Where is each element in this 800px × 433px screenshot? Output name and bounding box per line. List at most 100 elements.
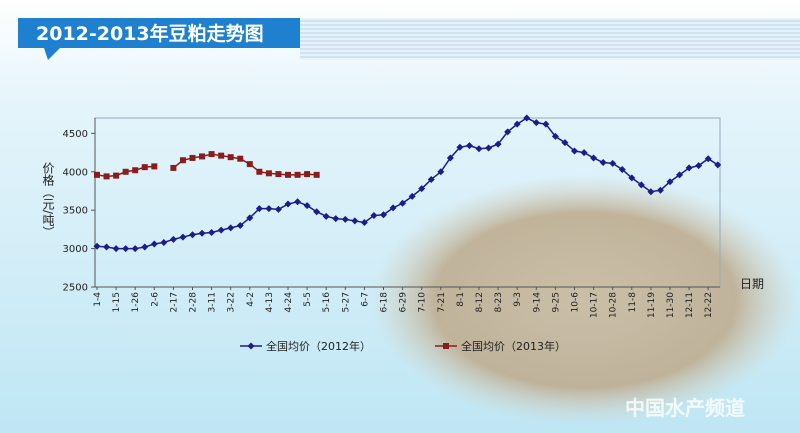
y-tick-label: 4000 — [63, 167, 88, 178]
data-point — [141, 243, 149, 251]
header-stripes — [300, 18, 800, 60]
data-point — [227, 154, 234, 161]
x-tick-label: 11-8 — [628, 292, 638, 313]
data-point — [274, 205, 282, 213]
legend-label: 全国均价（2012年） — [266, 339, 371, 353]
data-point — [389, 204, 397, 212]
data-point — [647, 188, 655, 196]
data-point — [113, 172, 120, 179]
data-point — [418, 185, 426, 193]
data-point — [303, 202, 311, 210]
data-point — [265, 170, 272, 177]
x-tick-label: 10-28 — [609, 292, 619, 318]
data-point — [246, 214, 254, 222]
data-point — [236, 222, 244, 230]
decoration — [370, 175, 800, 425]
x-tick-label: 5-16 — [322, 292, 332, 313]
data-point — [571, 147, 578, 155]
data-point — [170, 164, 177, 171]
data-point — [676, 171, 684, 179]
data-point — [590, 154, 598, 162]
data-point — [227, 224, 235, 232]
data-point — [551, 132, 559, 140]
data-point — [341, 215, 349, 223]
y-tick-label: 3500 — [63, 206, 88, 217]
x-tick-label: 7-10 — [418, 292, 428, 313]
data-point — [532, 119, 540, 127]
x-tick-label: 2-28 — [189, 292, 199, 313]
x-tick-label: 8-1 — [456, 292, 466, 307]
data-point — [609, 159, 617, 167]
data-point — [485, 144, 493, 152]
x-tick-label: 9-25 — [551, 292, 561, 312]
data-point — [437, 168, 445, 176]
data-point — [332, 215, 340, 223]
data-point — [285, 171, 291, 178]
data-point — [94, 171, 100, 178]
data-point — [714, 161, 722, 169]
data-point — [208, 151, 215, 158]
data-point — [370, 212, 378, 220]
data-point — [199, 153, 206, 160]
data-point — [122, 245, 130, 253]
data-point — [408, 192, 416, 200]
x-tick-label: 6-7 — [360, 292, 370, 307]
data-point — [561, 139, 569, 147]
legend-label: 全国均价（2013年） — [461, 339, 566, 353]
data-point — [695, 162, 703, 170]
data-point — [179, 157, 186, 164]
x-tick-label: 3-11 — [208, 292, 218, 312]
y-tick-label: 2500 — [63, 283, 88, 294]
x-tick-label: 8-23 — [494, 292, 504, 312]
x-tick-label: 12-22 — [704, 292, 714, 318]
legend-marker — [247, 342, 255, 350]
data-point — [456, 143, 464, 151]
data-point — [103, 243, 111, 251]
data-point — [399, 199, 407, 207]
data-point — [427, 175, 435, 183]
data-point — [218, 152, 225, 159]
data-point — [112, 245, 120, 253]
data-point — [628, 174, 636, 182]
data-point — [360, 218, 368, 226]
x-tick-label: 1-15 — [112, 292, 122, 312]
data-point — [304, 171, 311, 178]
x-tick-label: 5-5 — [303, 292, 313, 307]
data-point — [380, 211, 387, 219]
data-point — [599, 159, 607, 167]
data-point — [685, 164, 693, 172]
data-point — [131, 245, 139, 253]
data-point — [542, 120, 550, 128]
chart-title: 2012-2013年豆粕走势图 — [36, 22, 264, 45]
data-point — [150, 240, 158, 248]
data-point — [189, 154, 196, 161]
data-point — [637, 181, 645, 189]
data-point — [255, 205, 263, 213]
data-point — [198, 229, 206, 237]
data-point — [93, 242, 101, 250]
x-tick-label: 6-18 — [380, 292, 390, 313]
data-point — [704, 155, 712, 163]
data-point — [132, 167, 139, 174]
x-tick-label: 9-3 — [513, 292, 523, 307]
y-tick-label: 3000 — [63, 244, 88, 255]
data-point — [122, 168, 129, 175]
data-point — [580, 149, 588, 157]
data-point — [141, 164, 148, 171]
data-point — [494, 140, 502, 148]
data-point — [322, 212, 330, 220]
x-tick-label: 12-11 — [685, 292, 695, 318]
x-tick-label: 10-6 — [571, 292, 581, 313]
data-point — [294, 198, 302, 206]
watermark: 中国水产频道 — [625, 396, 745, 420]
data-point — [217, 226, 225, 234]
x-tick-label: 4-13 — [265, 292, 275, 312]
data-point — [446, 154, 454, 162]
data-point — [351, 217, 359, 225]
data-point — [513, 120, 521, 128]
data-point — [504, 128, 512, 136]
data-point — [189, 231, 196, 239]
data-point — [179, 233, 187, 241]
y-tick-label: 4500 — [63, 129, 88, 140]
data-point — [169, 235, 177, 243]
